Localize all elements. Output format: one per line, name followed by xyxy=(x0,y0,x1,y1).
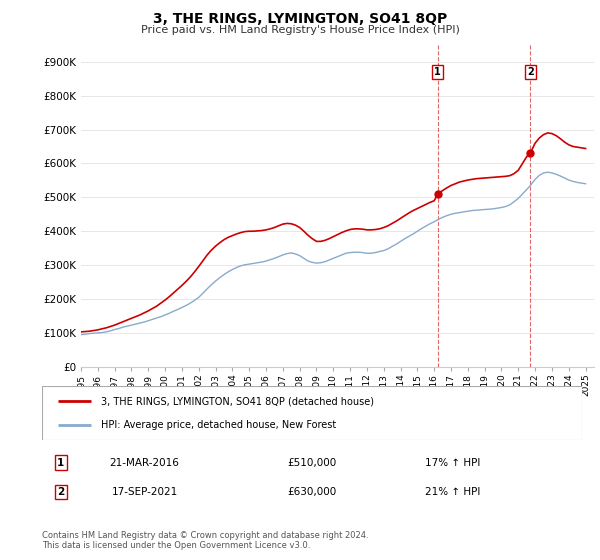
Text: 2: 2 xyxy=(57,487,65,497)
Text: HPI: Average price, detached house, New Forest: HPI: Average price, detached house, New … xyxy=(101,419,337,430)
Text: 1: 1 xyxy=(57,458,65,468)
Text: £630,000: £630,000 xyxy=(287,487,337,497)
Text: 21% ↑ HPI: 21% ↑ HPI xyxy=(425,487,480,497)
Text: 2: 2 xyxy=(527,67,533,77)
Text: 3, THE RINGS, LYMINGTON, SO41 8QP (detached house): 3, THE RINGS, LYMINGTON, SO41 8QP (detac… xyxy=(101,396,374,407)
Text: £510,000: £510,000 xyxy=(287,458,337,468)
Text: 21-MAR-2016: 21-MAR-2016 xyxy=(110,458,179,468)
Text: 1: 1 xyxy=(434,67,441,77)
Text: 17-SEP-2021: 17-SEP-2021 xyxy=(112,487,178,497)
FancyBboxPatch shape xyxy=(42,386,582,440)
Text: Price paid vs. HM Land Registry's House Price Index (HPI): Price paid vs. HM Land Registry's House … xyxy=(140,25,460,35)
Text: Contains HM Land Registry data © Crown copyright and database right 2024.
This d: Contains HM Land Registry data © Crown c… xyxy=(42,531,368,550)
Text: 3, THE RINGS, LYMINGTON, SO41 8QP: 3, THE RINGS, LYMINGTON, SO41 8QP xyxy=(153,12,447,26)
Text: 17% ↑ HPI: 17% ↑ HPI xyxy=(425,458,480,468)
